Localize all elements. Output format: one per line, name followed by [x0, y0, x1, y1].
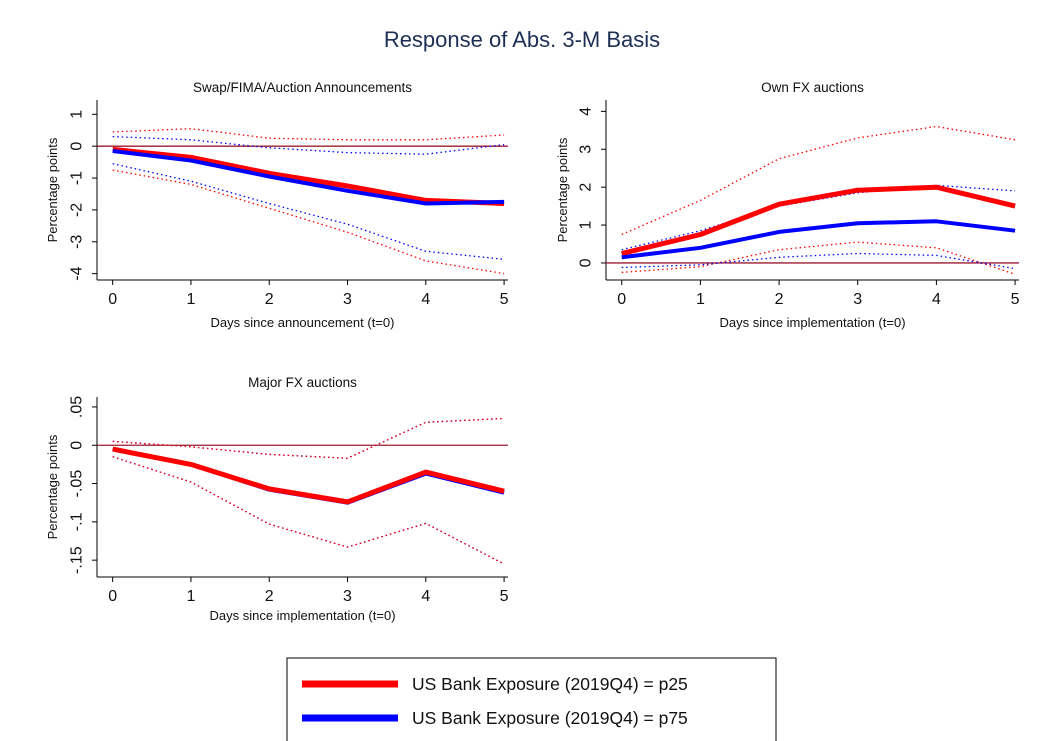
x-tick-label: 0	[108, 291, 117, 308]
x-tick-label: 5	[500, 291, 509, 308]
y-tick-label: 2	[578, 183, 595, 192]
y-tick-label: .05	[69, 396, 86, 418]
legend-box	[286, 657, 777, 741]
x-axis-title: Days since announcement (t=0)	[211, 315, 395, 330]
y-axis-title: Percentage points	[45, 434, 60, 539]
y-axis-title: Percentage points	[45, 137, 60, 242]
y-tick-label: 0	[578, 258, 595, 267]
y-tick-label: 3	[578, 145, 595, 154]
y-tick-label: 4	[578, 107, 595, 116]
y-tick-label: 0	[69, 441, 86, 450]
legend-label-p25: US Bank Exposure (2019Q4) = p25	[412, 674, 688, 694]
y-tick-label: -1	[69, 171, 86, 185]
x-tick-label: 3	[343, 291, 352, 308]
ci-upper-p25	[112, 417, 505, 459]
x-tick-label: 0	[617, 291, 626, 308]
panel-major-fx-auctions: Major FX auctions .05 0 -.05 -.1 -.15 0 1 2 3 4 5 Da…	[45, 375, 509, 623]
x-tick-label: 4	[421, 588, 430, 605]
legend: US Bank Exposure (2019Q4) = p25 US Bank …	[286, 657, 777, 741]
panel-title: Own FX auctions	[761, 80, 864, 95]
series-line-p75	[112, 149, 505, 206]
series-line-p25	[112, 146, 505, 206]
x-tick-label: 4	[421, 291, 430, 308]
y-tick-label: -.15	[69, 546, 86, 574]
main-title: Response of Abs. 3-M Basis	[384, 27, 660, 52]
x-axis-title: Days since implementation (t=0)	[209, 608, 395, 623]
x-tick-label: 1	[186, 588, 195, 605]
panel-title: Swap/FIMA/Auction Announcements	[193, 80, 412, 95]
ci-lower-p25	[112, 456, 505, 565]
x-tick-label: 1	[696, 291, 705, 308]
ci-upper-p25	[112, 128, 505, 141]
x-tick-label: 1	[186, 291, 195, 308]
y-tick-label: 1	[578, 221, 595, 230]
x-tick-label: 2	[265, 588, 274, 605]
y-tick-label: -3	[69, 235, 86, 249]
series-line-p25	[112, 446, 505, 505]
x-tick-label: 4	[932, 291, 941, 308]
x-tick-label: 5	[500, 588, 509, 605]
x-tick-label: 0	[108, 588, 117, 605]
y-tick-label: -4	[69, 266, 86, 280]
y-tick-label: -.1	[69, 512, 86, 531]
series-line-p25	[621, 184, 1016, 256]
x-tick-label: 5	[1011, 291, 1020, 308]
legend-label-p75: US Bank Exposure (2019Q4) = p75	[412, 708, 688, 728]
y-tick-label: 0	[69, 142, 86, 151]
y-tick-label: 1	[69, 110, 86, 119]
ci-lower-p75	[621, 252, 1016, 270]
panel-announcements: Swap/FIMA/Auction Announcements 1 0 -1 -2 -3 -…	[45, 80, 509, 330]
ci-lower-p75	[112, 163, 505, 260]
ci-upper-p25	[621, 125, 1016, 236]
ci-upper-p75	[112, 417, 505, 459]
panel-own-fx-auctions: Own FX auctions 4 3 2 1 0 0 1 2 3 4 5 Days since imp…	[555, 80, 1020, 330]
y-axis-title: Percentage points	[555, 137, 570, 242]
y-tick-label: -2	[69, 203, 86, 217]
x-tick-label: 2	[775, 291, 784, 308]
ci-lower-p75	[112, 456, 505, 565]
x-axis-title: Days since implementation (t=0)	[719, 315, 905, 330]
y-tick-label: -.05	[69, 470, 86, 498]
ci-lower-p25	[621, 241, 1016, 275]
x-tick-label: 2	[265, 291, 274, 308]
x-tick-label: 3	[343, 588, 352, 605]
panel-title: Major FX auctions	[248, 375, 357, 390]
series-line-p75	[621, 219, 1016, 260]
x-tick-label: 3	[853, 291, 862, 308]
